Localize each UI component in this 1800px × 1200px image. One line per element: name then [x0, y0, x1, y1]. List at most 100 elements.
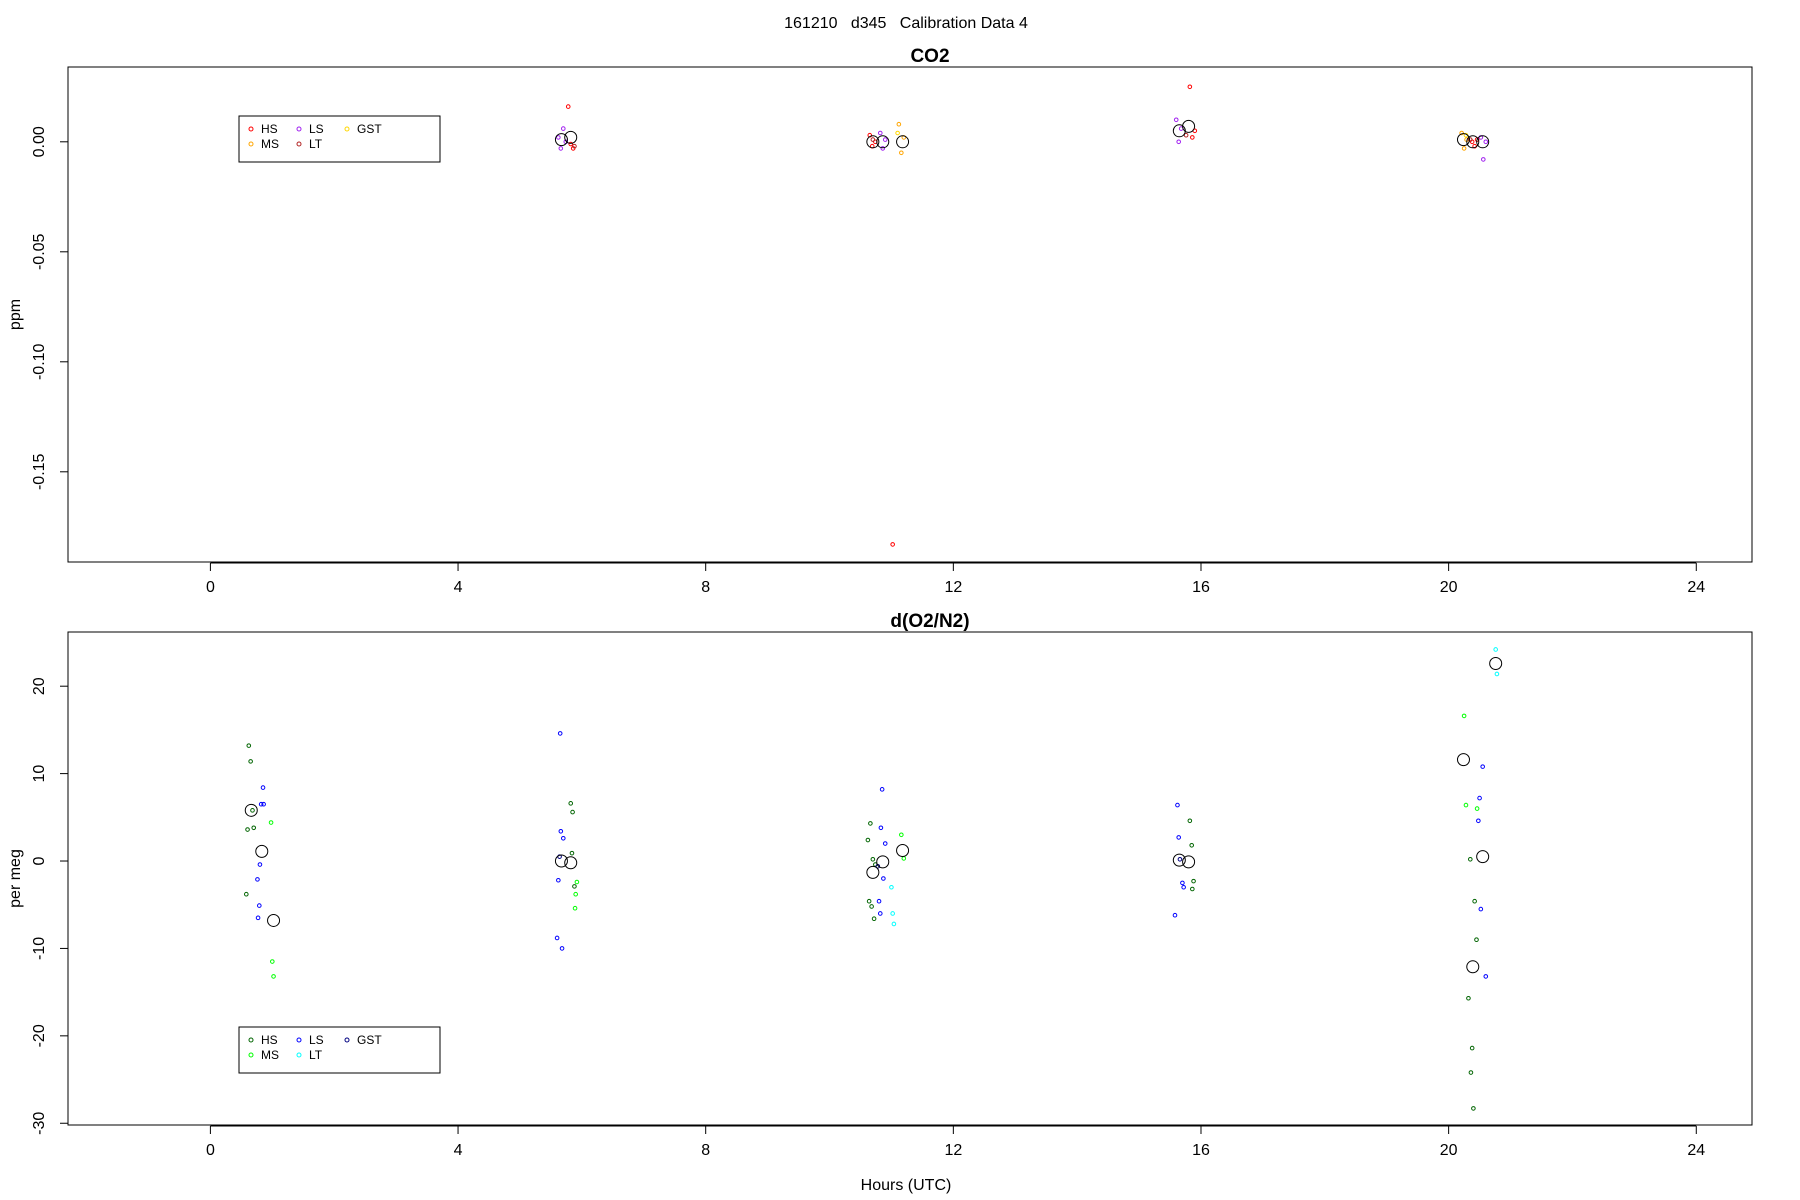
legend-box: [238, 1026, 441, 1074]
data-point: [1469, 1045, 1475, 1051]
data-point: [568, 801, 574, 806]
data-point: [891, 921, 897, 927]
legend-marker: [344, 1037, 350, 1043]
series-ms: [266, 117, 1469, 158]
data-point: [560, 126, 566, 131]
data-point: [268, 820, 274, 825]
data-point: [1176, 139, 1181, 145]
data-point: [1493, 647, 1498, 652]
legend-label: LS: [309, 1033, 324, 1047]
y-axis-label: ppm: [7, 299, 24, 330]
data-point: [1173, 117, 1179, 123]
data-point: [570, 809, 575, 815]
y-tick-label: -0.15: [31, 453, 48, 490]
legend-marker: [248, 1052, 254, 1058]
legend-label: GST: [357, 1033, 382, 1047]
data-point: [882, 841, 888, 846]
mean-point: [1182, 119, 1196, 133]
y-tick-label: 0.00: [31, 126, 48, 157]
mean-point: [1466, 960, 1480, 974]
series-ms: [268, 713, 1480, 979]
data-point: [871, 916, 877, 922]
data-point: [560, 835, 566, 841]
legend-box: [238, 115, 441, 163]
data-point: [1468, 856, 1473, 862]
data-point: [881, 876, 886, 881]
chart-panel-1: CO2 ppm 0 4 8 12 16 20 24 0.00 -0.05 -0.10 -0.15 HSMS…: [7, 46, 1753, 596]
mean-point: [554, 133, 568, 147]
mean-point: [1182, 855, 1196, 869]
legend-label: HS: [261, 122, 278, 136]
y-tick-label: 0: [31, 856, 48, 865]
data-point: [1187, 84, 1193, 90]
data-point: [1494, 671, 1500, 677]
data-point: [1480, 764, 1485, 769]
data-point: [890, 911, 895, 916]
main-title: 161210 d345 Calibration Data 4: [784, 15, 1028, 32]
data-point: [257, 903, 262, 908]
legend-marker: [296, 1052, 302, 1058]
data-point: [879, 787, 885, 792]
legend-marker: [344, 126, 350, 132]
x-tick-label: 16: [1192, 579, 1210, 596]
data-point: [1180, 880, 1185, 886]
data-point: [250, 808, 255, 813]
mean-point: [866, 865, 880, 879]
mean-point: [1489, 656, 1503, 670]
data-point: [572, 905, 578, 911]
data-point: [251, 825, 257, 831]
data-point: [244, 891, 249, 897]
data-point: [568, 141, 574, 147]
data-point: [246, 743, 252, 748]
data-point: [899, 832, 904, 838]
data-point: [1461, 146, 1467, 151]
mean-point: [1466, 135, 1480, 149]
data-point: [890, 542, 895, 547]
data-point: [260, 785, 266, 790]
data-point: [1461, 713, 1467, 719]
y-axis-label: per meg: [7, 849, 24, 908]
mean-point: [554, 854, 568, 868]
x-tick-label: 4: [454, 579, 463, 596]
y-tick-label: -10: [31, 937, 48, 960]
data-point: [1468, 1070, 1474, 1075]
data-point: [1177, 856, 1183, 862]
legend-label: MS: [261, 137, 279, 151]
mean-point: [876, 855, 890, 869]
y-tick-label: -0.05: [31, 233, 48, 270]
legend-label: GST: [357, 122, 382, 136]
data-point: [895, 130, 900, 136]
data-point: [248, 759, 253, 764]
data-point: [558, 828, 564, 834]
x-tick-label: 16: [1192, 1142, 1210, 1159]
series-gst: [263, 128, 1469, 138]
data-point: [1187, 818, 1193, 824]
legend-marker: [248, 141, 254, 147]
x-tick-label: 12: [944, 579, 962, 596]
data-point: [573, 891, 578, 897]
data-point: [876, 898, 882, 904]
series-gst: [557, 854, 1183, 869]
mean-point: [1456, 753, 1470, 767]
data-point: [572, 143, 577, 149]
data-point: [556, 135, 561, 140]
mean-point: [896, 844, 910, 858]
data-point: [896, 121, 902, 127]
data-point: [557, 731, 563, 736]
data-point: [1466, 995, 1471, 1001]
data-point: [565, 104, 571, 109]
y-tick-label: -20: [31, 1024, 48, 1047]
series-ls: [255, 731, 1489, 979]
x-tick-label: 8: [701, 1142, 710, 1159]
data-point: [1181, 884, 1186, 890]
legend-label: HS: [261, 1033, 278, 1047]
data-point: [245, 827, 250, 832]
legend-marker: [296, 126, 302, 132]
mean-point: [1172, 124, 1186, 138]
data-point: [270, 959, 275, 964]
legend-marker: [296, 141, 302, 147]
data-point: [869, 904, 874, 909]
